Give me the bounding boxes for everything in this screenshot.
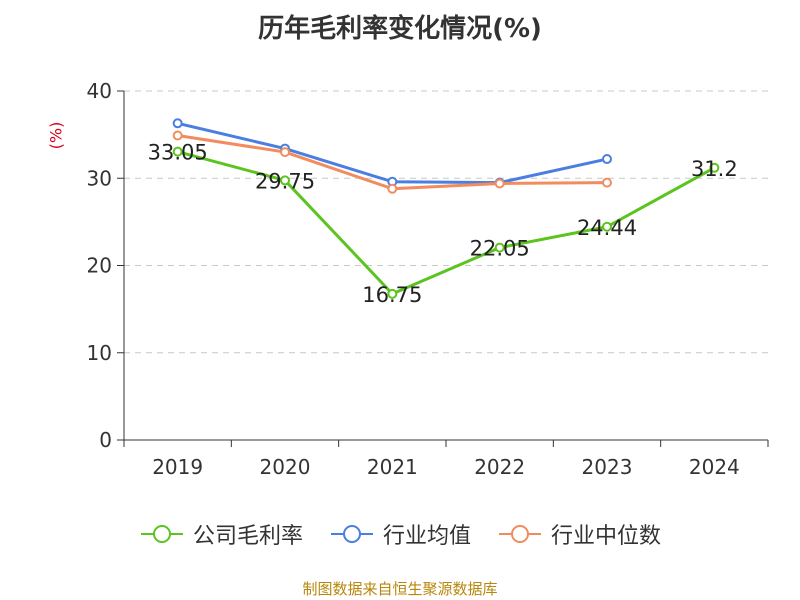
y-tick-label: 40	[87, 79, 112, 103]
data-source-note: 制图数据来自恒生聚源数据库	[302, 580, 498, 598]
data-point-2	[280, 147, 290, 158]
data-point-0	[494, 242, 505, 253]
data-label: 16.75	[362, 283, 422, 307]
y-tick-label: 10	[87, 341, 112, 365]
data-label: 24.44	[577, 216, 637, 240]
legend-line-marker-icon	[499, 525, 541, 543]
y-tick-label: 20	[87, 254, 112, 278]
data-point-2	[494, 178, 505, 189]
legend-item-company[interactable]: 公司毛利率	[139, 518, 303, 550]
x-tick-label: 2021	[367, 455, 418, 479]
legend-line-marker-icon	[140, 525, 183, 543]
y-tick-label: 30	[87, 166, 112, 190]
data-point-0	[280, 175, 290, 186]
y-tick-label: 0	[99, 428, 112, 452]
data-point-2	[387, 183, 398, 194]
legend-line-marker-icon	[330, 525, 373, 543]
data-point-1	[172, 118, 183, 129]
x-tick-label: 2023	[582, 455, 633, 479]
chart-title: 历年毛利率变化情况(%)	[258, 14, 542, 44]
data-label: 22.05	[470, 237, 530, 261]
x-tick-label: 2022	[474, 455, 525, 479]
legend-label: 行业中位数	[551, 524, 662, 549]
legend-label: 行业均值	[382, 524, 471, 549]
x-tick-label: 2020	[260, 455, 311, 479]
data-label: 31.2	[691, 157, 738, 181]
data-point-1	[602, 154, 612, 165]
data-point-0	[387, 288, 398, 299]
data-point-0	[172, 146, 183, 157]
legend-label: 公司毛利率	[192, 524, 303, 549]
legend-item-industry-mean[interactable]: 行业均值	[329, 518, 471, 550]
data-point-2	[172, 130, 183, 141]
x-tick-label: 2019	[152, 455, 203, 479]
data-label: 29.75	[255, 169, 315, 193]
data-point-2	[602, 177, 612, 188]
series-line-1	[177, 121, 608, 185]
x-tick-label: 2024	[689, 455, 740, 479]
data-label: 33.05	[148, 141, 208, 165]
legend-item-industry-median[interactable]: 行业中位数	[497, 518, 661, 550]
legend: 公司毛利率 行业均值 行业中位数	[0, 518, 800, 550]
data-point-0	[602, 221, 612, 232]
series-line-0	[177, 150, 716, 296]
data-point-0	[709, 162, 720, 173]
